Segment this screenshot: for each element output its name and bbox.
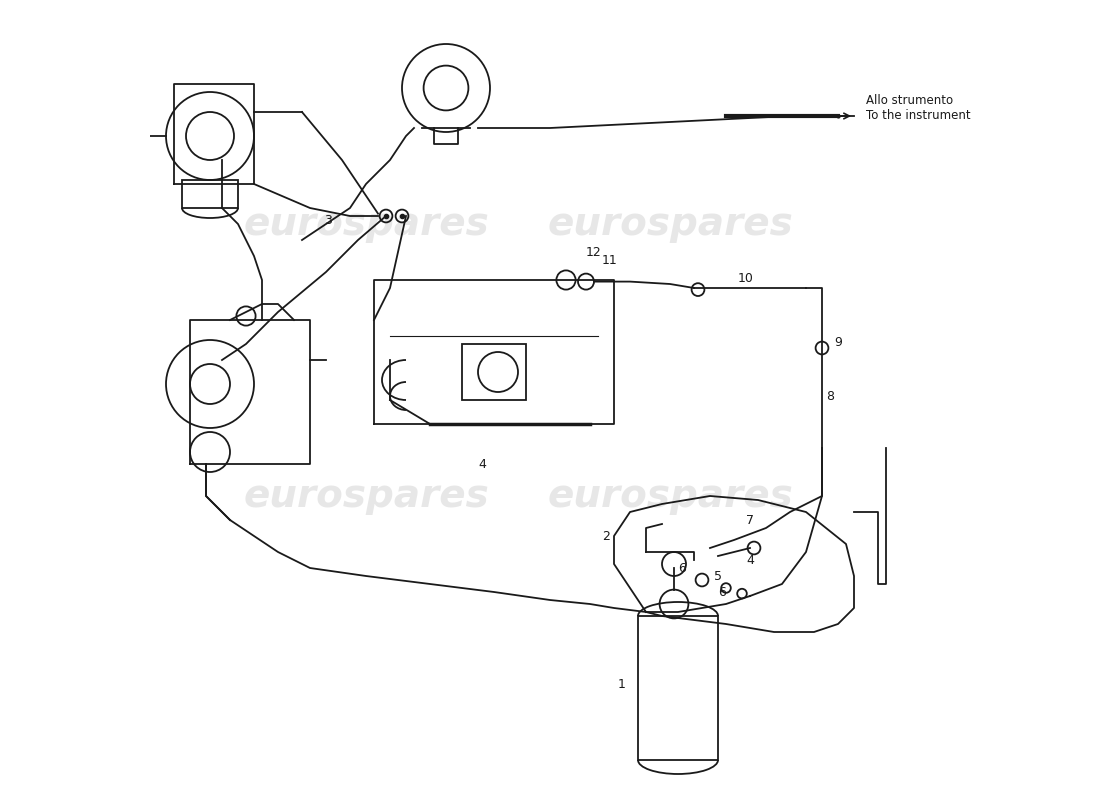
Text: 5: 5 — [714, 570, 722, 583]
Text: eurospares: eurospares — [547, 477, 793, 515]
Text: 3: 3 — [323, 214, 331, 227]
Text: Allo strumento
To the instrument: Allo strumento To the instrument — [866, 94, 970, 122]
Text: eurospares: eurospares — [243, 205, 488, 243]
Text: 10: 10 — [738, 272, 754, 285]
Text: 6: 6 — [678, 562, 686, 575]
Text: 1: 1 — [618, 678, 626, 691]
Text: 4: 4 — [746, 554, 754, 567]
Text: eurospares: eurospares — [547, 205, 793, 243]
Bar — [462, 344, 526, 400]
Text: 7: 7 — [746, 514, 754, 527]
Text: 12: 12 — [586, 246, 602, 259]
Text: 4: 4 — [478, 458, 486, 471]
Bar — [638, 616, 718, 760]
Text: 8: 8 — [826, 390, 834, 403]
Bar — [182, 180, 238, 208]
Text: 11: 11 — [602, 254, 618, 267]
Text: 2: 2 — [602, 530, 609, 543]
Text: eurospares: eurospares — [243, 477, 488, 515]
Text: 6: 6 — [718, 586, 726, 599]
Text: 9: 9 — [834, 336, 842, 349]
